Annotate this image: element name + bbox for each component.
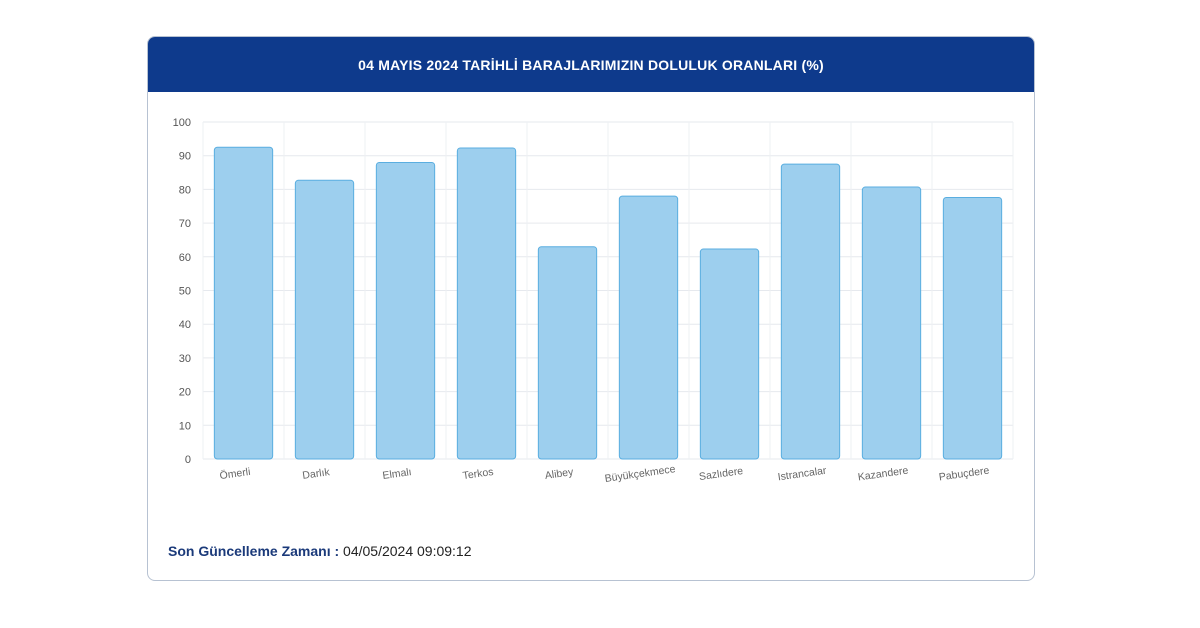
y-axis: 0 10 20 30 40 50 60 70 80 90 100 — [173, 117, 191, 466]
x-tick-label: Istrancalar — [777, 465, 828, 484]
y-tick-label: 40 — [179, 319, 191, 331]
bar-0[interactable] — [213, 146, 274, 460]
x-tick-label: Pabuçdere — [938, 465, 990, 484]
x-tick-label: Darlık — [302, 466, 332, 482]
bar-8[interactable] — [861, 186, 922, 460]
y-tick-label: 70 — [179, 218, 191, 230]
bar-5[interactable] — [618, 195, 679, 460]
bar-1[interactable] — [294, 179, 355, 460]
bar-2[interactable] — [375, 161, 436, 460]
x-tick-label: Kazandere — [857, 465, 909, 484]
dam-levels-card: 04 MAYIS 2024 TARİHLİ BARAJLARIMIZIN DOL… — [147, 36, 1035, 581]
last-update-label: Son Güncelleme Zamanı : — [168, 543, 340, 559]
last-update: Son Güncelleme Zamanı : 04/05/2024 09:09… — [168, 543, 472, 559]
last-update-value: 04/05/2024 09:09:12 — [343, 543, 472, 559]
bar-7[interactable] — [780, 163, 841, 460]
y-tick-label: 60 — [179, 252, 191, 264]
y-tick-label: 90 — [179, 151, 191, 163]
bar-6[interactable] — [699, 248, 760, 460]
bar-9[interactable] — [942, 196, 1003, 460]
chart-title: 04 MAYIS 2024 TARİHLİ BARAJLARIMIZIN DOL… — [358, 56, 824, 73]
y-tick-label: 10 — [179, 420, 191, 432]
x-tick-label: Büyükçekmece — [604, 463, 676, 485]
x-tick-label: Alibey — [544, 466, 575, 482]
y-tick-label: 80 — [179, 184, 191, 196]
y-tick-label: 50 — [179, 286, 191, 298]
bars — [213, 146, 1003, 460]
y-tick-label: 0 — [185, 454, 191, 466]
bar-3[interactable] — [456, 147, 517, 460]
x-tick-label: Sazlıdere — [698, 465, 744, 483]
x-tick-label: Ömerli — [219, 466, 251, 482]
card-header: 04 MAYIS 2024 TARİHLİ BARAJLARIMIZIN DOL… — [148, 37, 1034, 92]
y-tick-label: 100 — [173, 117, 191, 129]
x-tick-label: Elmalı — [382, 466, 413, 482]
bar-chart: 0 10 20 30 40 50 60 70 80 90 100 Ömerli Darlık Elmal… — [173, 117, 1014, 485]
bar-4[interactable] — [537, 246, 598, 460]
x-tick-label: Terkos — [462, 466, 494, 482]
chart-area: 0 10 20 30 40 50 60 70 80 90 100 Ömerli Darlık Elmal… — [148, 92, 1034, 522]
x-axis: Ömerli Darlık Elmalı Terkos Alibey Büyükçekme… — [219, 463, 990, 485]
y-tick-label: 30 — [179, 353, 191, 365]
y-tick-label: 20 — [179, 387, 191, 399]
